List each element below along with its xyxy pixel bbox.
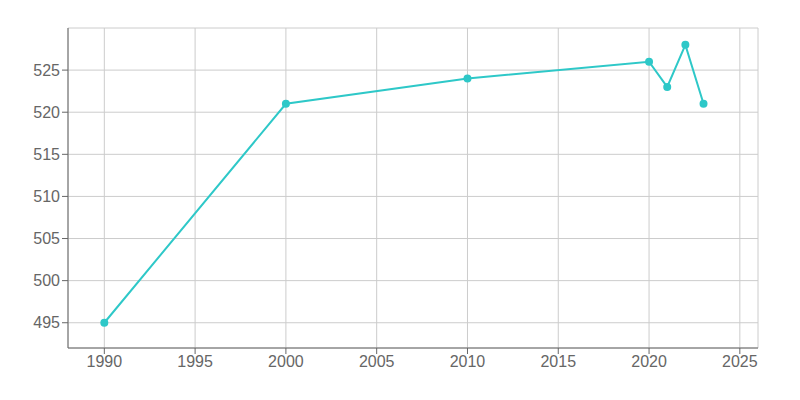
svg-text:495: 495 [33,314,60,331]
svg-text:500: 500 [33,272,60,289]
svg-text:510: 510 [33,188,60,205]
svg-text:2010: 2010 [450,353,486,370]
svg-text:2025: 2025 [722,353,758,370]
svg-text:1990: 1990 [87,353,123,370]
svg-text:2005: 2005 [359,353,395,370]
svg-text:2015: 2015 [540,353,576,370]
svg-text:525: 525 [33,62,60,79]
svg-text:2000: 2000 [268,353,304,370]
svg-text:505: 505 [33,230,60,247]
svg-text:520: 520 [33,104,60,121]
svg-text:515: 515 [33,146,60,163]
svg-text:2020: 2020 [631,353,667,370]
svg-text:1995: 1995 [177,353,213,370]
